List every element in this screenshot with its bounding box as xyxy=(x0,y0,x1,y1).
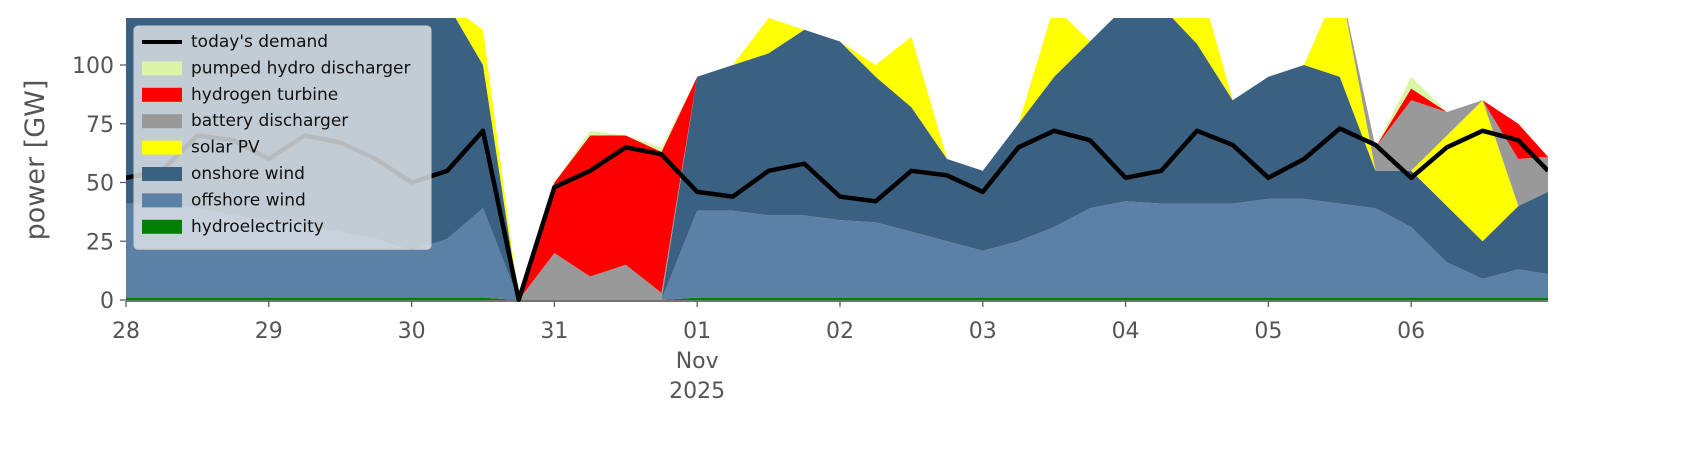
legend-label: offshore wind xyxy=(191,190,306,210)
legend-label: solar PV xyxy=(191,138,260,158)
x-tick-label: 01 Nov 2025 xyxy=(669,319,725,404)
x-tick-label: 28 xyxy=(112,319,140,344)
legend-label: pumped hydro discharger xyxy=(191,58,410,78)
x-tick-label: 31 xyxy=(540,319,568,344)
y-tick-label: 0 xyxy=(100,289,114,314)
y-tick-label: 75 xyxy=(86,113,114,138)
x-tick-label: 03 xyxy=(969,319,997,344)
y-tick-label: 100 xyxy=(72,54,114,79)
legend: today's demand pumped hydro discharger hyd… xyxy=(133,25,432,250)
legend-label: battery discharger xyxy=(191,111,348,131)
legend-label: hydroelectricity xyxy=(191,217,324,237)
x-tick-label: 30 xyxy=(398,319,426,344)
area xyxy=(126,198,1548,300)
y-tick-label: 25 xyxy=(86,230,114,255)
legend-swatch xyxy=(142,114,182,129)
legend-label: onshore wind xyxy=(191,164,305,184)
x-tick-label: 29 xyxy=(255,319,283,344)
area xyxy=(126,297,1548,300)
legend-swatch xyxy=(142,193,182,208)
legend-label: hydrogen turbine xyxy=(191,85,338,105)
area xyxy=(126,18,1548,300)
legend-swatch xyxy=(142,87,182,102)
area xyxy=(466,18,1548,300)
area xyxy=(466,18,1548,300)
x-tick-label: 04 xyxy=(1112,319,1140,344)
legend-swatch xyxy=(142,140,182,155)
legend-label: today's demand xyxy=(191,32,328,52)
y-axis-label: power [GW] xyxy=(20,80,51,241)
x-tick-label: 05 xyxy=(1254,319,1282,344)
x-tick-label: 06 xyxy=(1397,319,1425,344)
legend-box xyxy=(133,25,432,250)
y-tick-label: 50 xyxy=(86,172,114,197)
axes: 0 25 50 75 100 28 29 30 31 01 Nov 2025 02 03 04 05 06 xyxy=(72,54,1548,404)
legend-swatch xyxy=(142,167,182,181)
legend-swatch xyxy=(142,61,182,76)
x-tick-label: 02 xyxy=(826,319,854,344)
legend-swatch xyxy=(142,219,182,234)
